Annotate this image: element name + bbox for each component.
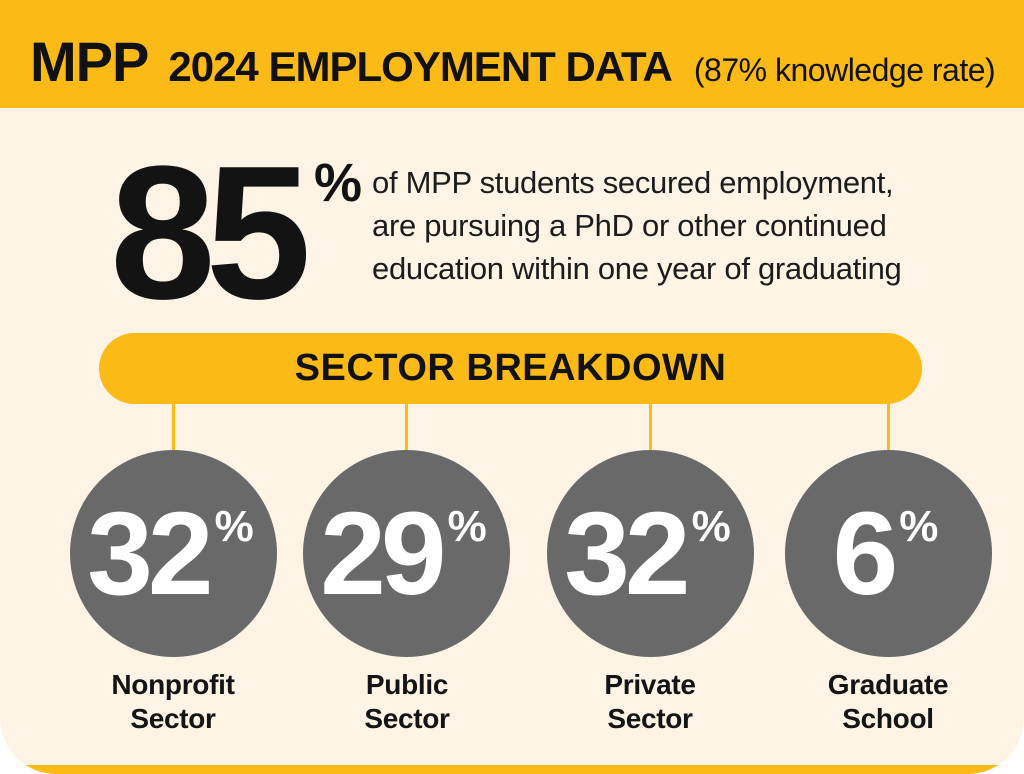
sector-label-private: Private Sector [604, 669, 696, 734]
section-banner-title: SECTOR BREAKDOWN [294, 347, 727, 389]
sector-value-number: 32 [87, 487, 213, 620]
headline-stat-percent-sign: % [314, 153, 363, 213]
sector-label-nonprofit: Nonprofit Sector [111, 669, 235, 734]
sector-label-public: Public Sector [364, 669, 450, 734]
connector-line [649, 402, 652, 452]
connector-line [172, 402, 175, 452]
sector-value-number: 6 [832, 487, 899, 620]
knowledge-rate-note: (87% knowledge rate) [693, 52, 996, 88]
footer-accent-bar [0, 765, 1024, 774]
percent-sign: % [691, 501, 731, 551]
sector-value: 32 % [564, 495, 730, 613]
sector-value-number: 29 [320, 487, 446, 620]
sector-circle-public: 29 % [303, 450, 510, 657]
section-banner: SECTOR BREAKDOWN [99, 333, 922, 404]
header-title: 2024 EMPLOYMENT DATA [168, 43, 673, 90]
sector-label-graduate: Graduate School [827, 669, 949, 734]
percent-sign: % [214, 501, 254, 551]
percent-sign: % [899, 501, 939, 551]
sector-value: 32 % [87, 495, 253, 613]
connector-line [887, 402, 890, 452]
sector-circle-graduate: 6 % [785, 450, 992, 657]
percent-sign: % [447, 501, 487, 551]
sector-value: 6 % [833, 495, 939, 613]
header-band: MPP 2024 EMPLOYMENT DATA (87% knowledge … [0, 0, 1024, 108]
sector-circle-private: 32 % [547, 450, 754, 657]
sector-value-number: 32 [564, 487, 690, 620]
program-name: MPP [30, 30, 149, 93]
headline-stat-value: 85 [110, 127, 311, 339]
sector-circle-nonprofit: 32 % [70, 450, 277, 657]
connector-line [405, 402, 408, 452]
headline-stat-description: of MPP students secured employment, are … [372, 165, 902, 286]
sector-value: 29 % [320, 495, 486, 613]
